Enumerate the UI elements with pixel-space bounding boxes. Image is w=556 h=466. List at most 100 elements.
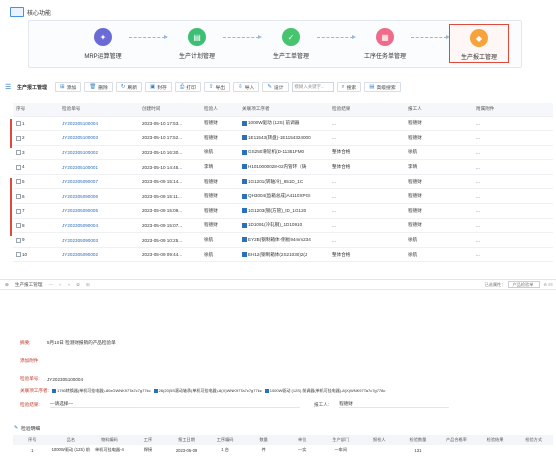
row-checkbox[interactable] bbox=[242, 208, 247, 214]
table-row[interactable]: 1 JY202305100004 2023-05-10 17:53... 程德财 100… bbox=[13, 116, 553, 132]
search-input[interactable]: 模糊入关键字... bbox=[291, 82, 334, 92]
detail-header: 序号 品名 物料编码 工序 报工日期 工序编码 数量 单位 生产部门 报检人 检验数量 产品合格率 检验… bbox=[13, 435, 553, 445]
table-row[interactable]: 4 JY202305100001 2023-05-10 14:45... 李晴 H101… bbox=[13, 159, 553, 175]
node-work-order[interactable]: ✓ 生产工单管理 bbox=[261, 28, 321, 60]
refresh-button[interactable]: ↻ 刷新 bbox=[115, 82, 143, 92]
row-checkbox[interactable] bbox=[242, 149, 247, 155]
advanced-search-button[interactable]: ▤ 高级搜索 bbox=[364, 82, 401, 92]
col-header[interactable]: 检验单号 bbox=[59, 103, 139, 117]
print-button[interactable]: ⎙ 打印 bbox=[174, 82, 201, 92]
prev-icon[interactable]: « bbox=[59, 282, 62, 287]
detail-cell: 2023-05-09 bbox=[175, 447, 198, 453]
tag-icon bbox=[52, 389, 56, 393]
table-row[interactable]: 5 JY202305090007 2023-05-09 15:14... 程德财 1G1… bbox=[13, 174, 553, 190]
cell-text: JY202305090005 bbox=[62, 208, 99, 214]
row-checkbox[interactable] bbox=[242, 135, 247, 141]
row-checkbox[interactable] bbox=[16, 179, 21, 185]
tab-label[interactable]: 生产报工管理 bbox=[14, 281, 43, 287]
core-functions-panel: 核心功能 ✦ MRP运算管理 ▤ 生产计划管理 ✓ 生产工单管理 ▦ 工序任务单… bbox=[6, 3, 552, 71]
menu-icon[interactable]: ☰ bbox=[5, 84, 12, 91]
grid-icon[interactable]: ⊞ bbox=[86, 281, 90, 287]
row-checkbox[interactable] bbox=[16, 223, 21, 229]
delete-icon: 🗑 bbox=[89, 84, 97, 90]
table-row[interactable]: 3 JY202305100002 2023-05-10 16:30... 徐航 GS25… bbox=[13, 145, 553, 161]
subject-value[interactable]: 5月10日 检测财报销的产品检验单 bbox=[47, 340, 116, 345]
table-cell-inspector: 李晴 bbox=[201, 159, 239, 175]
table-cell-code[interactable]: JY202305100001 bbox=[59, 159, 139, 175]
row-checkbox[interactable] bbox=[16, 193, 21, 199]
settings-icon[interactable]: ✿ bbox=[76, 281, 81, 287]
detail-row[interactable]: 1 1000W驱动 (12S) 前调器单机可挂电器-4 焊接 2023-05-09 1 … bbox=[13, 445, 553, 455]
node-process-task[interactable]: ▦ 工序任务单管理 bbox=[355, 28, 415, 60]
row-checkbox[interactable] bbox=[16, 135, 21, 141]
row-checkbox[interactable] bbox=[242, 193, 247, 199]
table-cell-code[interactable]: JY202305100002 bbox=[59, 145, 139, 161]
table-row[interactable]: 6 JY202305090006 2023-05-09 15:11... 程德财 QH3… bbox=[13, 188, 553, 205]
detail-col-header: 品名 bbox=[51, 435, 91, 445]
row-checkbox[interactable] bbox=[16, 164, 21, 170]
table-cell-code[interactable]: JY202305090004 bbox=[59, 218, 139, 234]
next-icon[interactable]: » bbox=[67, 282, 71, 287]
flow-arrow bbox=[129, 35, 168, 39]
cell-text: 李晴 bbox=[408, 164, 418, 170]
design-button[interactable]: ✎ 设计 bbox=[262, 82, 289, 92]
table-row[interactable]: 9 JY202305090003 2023-05-09 10:25... 徐航 EY2B… bbox=[13, 232, 553, 248]
related-tag[interactable]: 26(20)5S滚动轴承(单机可挂电器)-8(X)WNK97Ta7c7g77kc bbox=[153, 388, 262, 394]
table-cell-inspector: 程德财 bbox=[201, 218, 239, 234]
detail-col-header: 报检人 bbox=[360, 435, 399, 445]
row-checkbox[interactable] bbox=[16, 208, 21, 214]
row-checkbox[interactable] bbox=[242, 251, 247, 257]
table-row[interactable]: 7 JY202305090005 2023-05-09 15:09... 程德财 1G1… bbox=[13, 203, 553, 219]
tag-icon bbox=[153, 389, 158, 393]
table-cell-code[interactable]: JY202305090007 bbox=[59, 174, 139, 190]
node-plan[interactable]: ▤ 生产计划管理 bbox=[167, 28, 227, 60]
cell-text: 徐航 bbox=[408, 237, 418, 243]
table-row[interactable]: 2 JY202305100003 2023-05-10 17:52... 程德财 1E1… bbox=[13, 130, 553, 146]
row-checkbox[interactable] bbox=[242, 222, 247, 228]
add-button[interactable]: ⊞ 添加 bbox=[55, 82, 82, 92]
node-report[interactable]: ◆ 生产报工管理 bbox=[449, 24, 509, 63]
col-header[interactable]: 附属附件 bbox=[473, 103, 553, 117]
related-tag[interactable]: 1000W驱动 (12S) 前调器(单机可挂电器)-8(X)WNK97Ta7c7… bbox=[264, 388, 385, 394]
filter-select[interactable]: 产品检验单 bbox=[508, 281, 541, 288]
row-checkbox[interactable] bbox=[16, 252, 21, 258]
table-cell-no: 8 bbox=[13, 218, 59, 234]
table-cell-code[interactable]: JY202305100004 bbox=[59, 116, 139, 132]
delete-button[interactable]: 🗑 删除 bbox=[84, 82, 113, 92]
archive-button[interactable]: ▣ 封存 bbox=[145, 82, 172, 92]
row-checkbox[interactable] bbox=[242, 237, 247, 243]
col-header[interactable]: 检验人 bbox=[201, 103, 239, 117]
table-cell-code[interactable]: JY202305090003 bbox=[59, 232, 139, 248]
row-checkbox[interactable] bbox=[242, 178, 247, 184]
search-button[interactable]: ⌕ 搜索 bbox=[336, 82, 362, 92]
cell-text: 整体合格 bbox=[332, 164, 351, 170]
filter-button[interactable]: ⊖ ≡≡ bbox=[543, 282, 553, 287]
col-header[interactable]: 创建时间 bbox=[139, 103, 201, 117]
row-checkbox[interactable] bbox=[242, 120, 247, 126]
worker-value[interactable]: 程德财 bbox=[339, 401, 450, 408]
table-cell-code[interactable]: JY202305090006 bbox=[59, 188, 139, 205]
row-checkbox[interactable] bbox=[16, 120, 21, 126]
node-label: 工序任务单管理 bbox=[363, 54, 406, 60]
attachment-label[interactable]: 添加附件 bbox=[20, 358, 39, 363]
table-cell-code[interactable]: JY202305090005 bbox=[59, 203, 139, 219]
table-cell-code[interactable]: JY202305090002 bbox=[59, 247, 139, 263]
export-button[interactable]: ⇪ 导出 bbox=[203, 82, 231, 92]
table-row[interactable]: 8 JY202305090004 2023-05-09 15:07... 程德财 1D1… bbox=[13, 218, 553, 234]
table-cell-related: 1D1091(冷轧钢)_1D10910 bbox=[239, 218, 329, 234]
col-header[interactable]: 检验结果 bbox=[329, 103, 405, 117]
node-mrp[interactable]: ✦ MRP运算管理 bbox=[73, 28, 133, 60]
col-header[interactable]: 关联项工序者 bbox=[239, 103, 329, 117]
mrp-icon: ✦ bbox=[94, 28, 112, 46]
row-checkbox[interactable] bbox=[242, 164, 247, 170]
cell-text: JY202305090002 bbox=[62, 252, 99, 258]
col-header[interactable]: 报工人 bbox=[405, 103, 473, 117]
row-checkbox[interactable] bbox=[16, 237, 21, 243]
related-tag[interactable]: 1750转换器(单机可挂电器)-80xGWNK97Ta7c7g77kc bbox=[52, 388, 151, 394]
table-cell-code[interactable]: JY202305100003 bbox=[59, 130, 139, 146]
import-button[interactable]: ⇩ 导入 bbox=[233, 82, 260, 92]
result-select[interactable]: —请选择— bbox=[50, 401, 300, 408]
table-row[interactable]: 10 JY202305090002 2023-05-09 09:44... 徐航 EH1… bbox=[13, 247, 553, 263]
tab-dash: — bbox=[48, 282, 54, 287]
row-checkbox[interactable] bbox=[16, 150, 21, 156]
